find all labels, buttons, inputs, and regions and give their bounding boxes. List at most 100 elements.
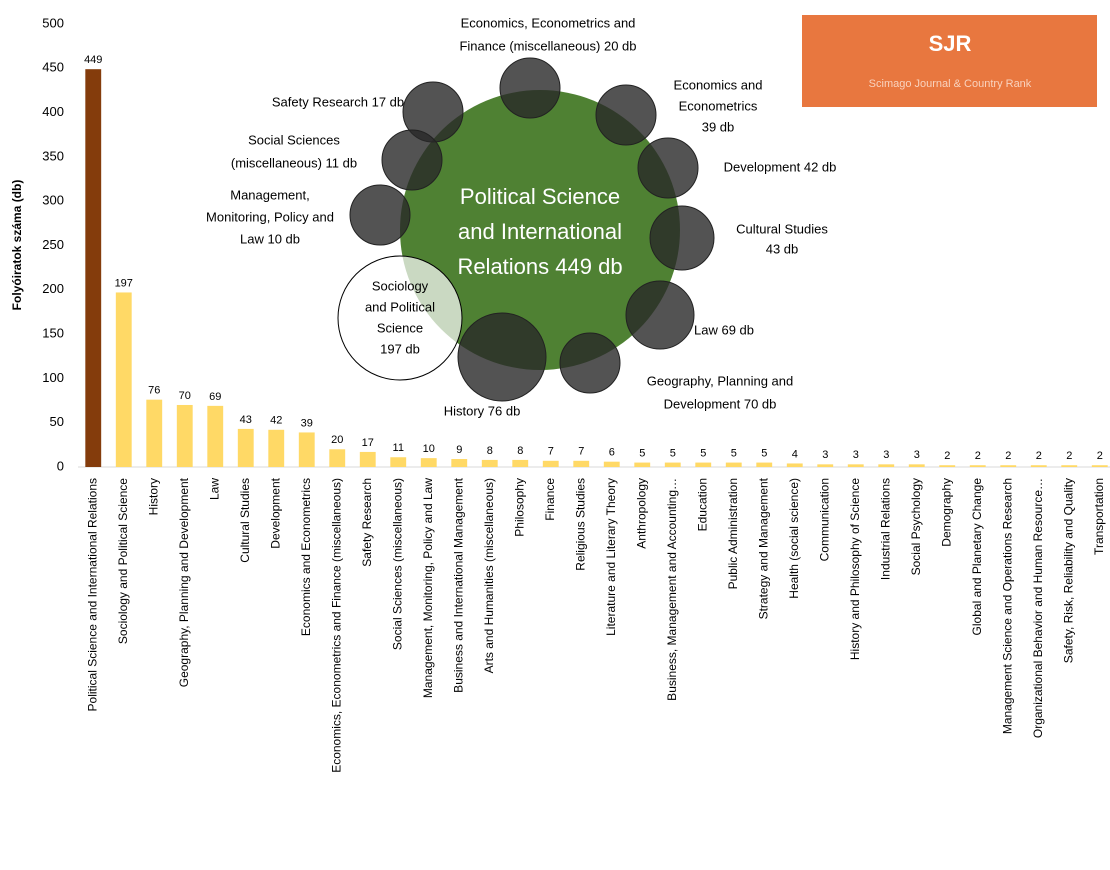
bar	[420, 458, 437, 467]
bubble-label: Geography, Planning and	[647, 373, 793, 388]
x-tick-label: Communication	[817, 478, 831, 561]
data-label: 5	[670, 447, 676, 459]
data-label: 8	[487, 445, 493, 457]
bubble-label: Cultural Studies	[736, 221, 828, 236]
bubble	[595, 84, 657, 146]
x-tick-label: Management Science and Operations Resear…	[1000, 478, 1014, 734]
data-label: 197	[115, 277, 133, 289]
bubble-label: 43 db	[766, 241, 799, 256]
data-label: 7	[578, 446, 584, 458]
bubble-label: Econometrics	[679, 98, 758, 113]
y-tick-label: 0	[57, 458, 64, 473]
x-tick-label: Sociology and Political Science	[116, 478, 130, 644]
data-label: 449	[84, 54, 102, 66]
bar	[481, 459, 498, 467]
bubble-label: Development 42 db	[724, 159, 837, 174]
bar	[542, 460, 559, 467]
bubble-label: and International	[458, 219, 622, 244]
x-tick-label: History	[146, 478, 160, 515]
bubble-label: 39 db	[702, 119, 735, 134]
bar	[969, 465, 986, 467]
logo-box	[802, 15, 1097, 107]
data-label: 2	[1005, 450, 1011, 462]
data-label: 42	[270, 415, 282, 427]
bubble	[381, 129, 443, 191]
bar	[268, 429, 285, 467]
bar	[817, 464, 834, 467]
data-label: 11	[393, 442, 404, 454]
x-tick-label: Arts and Humanities (miscellaneous)	[482, 478, 496, 673]
data-label: 39	[301, 417, 313, 429]
data-label: 2	[1097, 450, 1103, 462]
bar	[115, 292, 132, 467]
data-label: 3	[822, 449, 828, 461]
bubble	[625, 280, 695, 350]
x-tick-label: Economics and Econometrics	[299, 478, 313, 636]
x-tick-label: Demography	[939, 478, 953, 547]
bubble	[649, 205, 715, 271]
data-label: 43	[240, 414, 252, 426]
bar	[634, 462, 651, 467]
data-label: 9	[456, 444, 462, 456]
y-tick-label: 150	[42, 326, 64, 341]
bubble	[337, 255, 463, 381]
x-tick-label: Philosophy	[512, 478, 526, 537]
bar	[298, 432, 315, 467]
data-label: 5	[639, 447, 645, 459]
bubble-label: Economics and	[674, 77, 763, 92]
bar	[1000, 465, 1017, 467]
data-label: 2	[944, 450, 950, 462]
data-label: 70	[179, 390, 191, 402]
y-tick-label: 400	[42, 104, 64, 119]
bar	[847, 464, 864, 467]
x-tick-label: Management, Monitoring, Policy and Law	[421, 478, 435, 698]
x-tick-label: Law	[207, 478, 221, 500]
data-label: 4	[792, 448, 798, 460]
data-label: 2	[1066, 450, 1072, 462]
bar	[786, 463, 803, 467]
x-tick-label: Education	[695, 478, 709, 531]
x-tick-label: Strategy and Management	[756, 477, 770, 619]
bubble-label: 197 db	[380, 341, 420, 356]
bubble-label: History 76 db	[444, 403, 521, 418]
bubble-label: and Political	[365, 299, 435, 314]
data-label: 2	[975, 450, 981, 462]
bar	[359, 451, 376, 467]
y-tick-label: 300	[42, 193, 64, 208]
x-tick-label: Public Administration	[726, 478, 740, 589]
bubble-label: Law 10 db	[240, 231, 300, 246]
x-tick-label: Global and Planetary Change	[970, 478, 984, 636]
data-label: 7	[548, 446, 554, 458]
bubble	[499, 57, 561, 119]
y-tick-label: 200	[42, 281, 64, 296]
x-tick-label: Safety Research	[360, 478, 374, 567]
data-label: 5	[700, 447, 706, 459]
data-label: 2	[1036, 450, 1042, 462]
y-tick-label: 450	[42, 60, 64, 75]
x-tick-label: Cultural Studies	[238, 478, 252, 563]
x-tick-label: Geography, Planning and Development	[177, 477, 191, 687]
bar	[1061, 465, 1078, 467]
bubble-label: Management,	[230, 187, 310, 202]
data-label: 5	[761, 447, 767, 459]
bubble-label: Finance (miscellaneous) 20 db	[459, 38, 636, 53]
data-label: 20	[331, 434, 343, 446]
x-tick-label: Health (social science)	[787, 478, 801, 599]
data-label: 3	[914, 449, 920, 461]
x-tick-label: Organizational Behavior and Human Resour…	[1031, 478, 1045, 738]
x-tick-label: Anthropology	[634, 478, 648, 549]
bubble-label: Relations 449 db	[457, 254, 622, 279]
x-tick-label: Social Psychology	[909, 478, 923, 575]
y-tick-label: 350	[42, 148, 64, 163]
data-label: 3	[853, 449, 859, 461]
bar	[207, 405, 224, 467]
bubble	[637, 137, 699, 199]
y-tick-label: 50	[50, 414, 64, 429]
x-tick-label: Development	[268, 477, 282, 548]
bar	[451, 459, 468, 467]
bubble-label: Safety Research 17 db	[272, 94, 404, 109]
x-tick-label: Industrial Relations	[878, 478, 892, 580]
bar	[237, 428, 254, 467]
bar	[1030, 465, 1047, 467]
x-tick-label: Social Sciences (miscellaneous)	[390, 478, 404, 650]
